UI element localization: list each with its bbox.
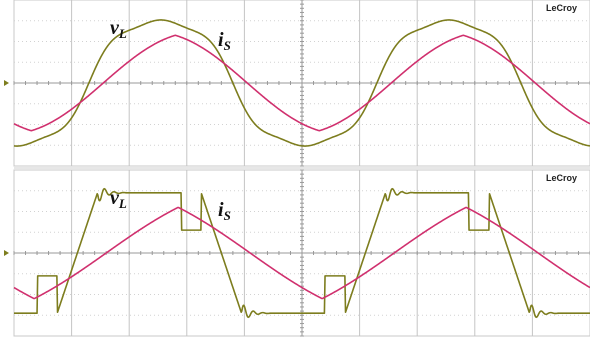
bottom-trace-panel: LeCroy vL iS	[4, 169, 590, 337]
top-grid	[13, 0, 590, 167]
label-iS: iS	[218, 29, 231, 53]
ground-marker	[4, 80, 9, 86]
trace-v_L	[13, 19, 590, 147]
ground-marker	[4, 250, 9, 256]
trace-i_S	[13, 206, 590, 300]
bottom-grid	[13, 169, 590, 337]
label-vL: vL	[110, 187, 127, 211]
trace-i_S	[13, 34, 590, 132]
label-vL: vL	[110, 17, 127, 41]
label-iS: iS	[218, 199, 231, 223]
top-trace-panel: LeCroy vL iS	[4, 0, 590, 167]
brand-label: LeCroy	[546, 173, 577, 183]
brand-label: LeCroy	[546, 3, 577, 13]
trace-v_L	[13, 187, 590, 319]
